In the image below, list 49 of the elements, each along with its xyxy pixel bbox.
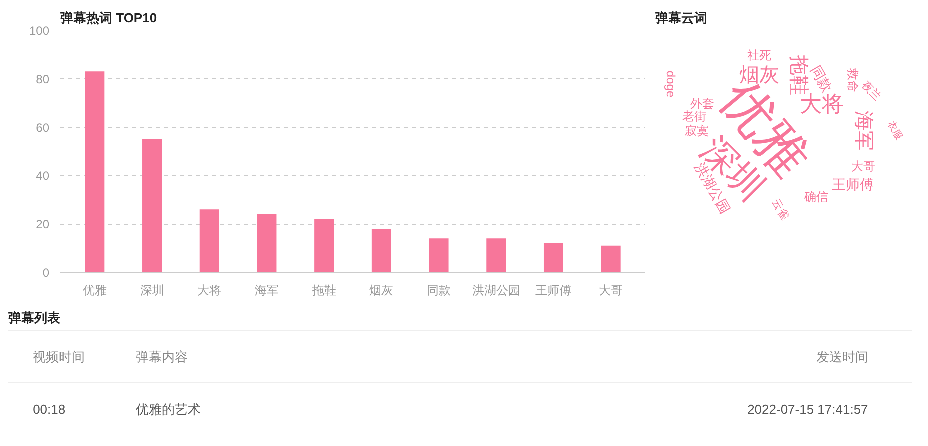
text: 00:18 [33, 402, 66, 417]
text: 视频时间 [33, 349, 86, 364]
category-label: 大哥 [852, 160, 876, 174]
x-tick-label: 拖鞋 [311, 284, 336, 298]
x-tick-label: 洪湖公园 [472, 284, 520, 298]
category-label: 寂寞 [685, 124, 710, 138]
x-tick-label: 大将 [198, 284, 222, 298]
x-tick-label: 海军 [254, 284, 279, 298]
x-tick-label: 王师傅 [536, 284, 572, 298]
bar [257, 214, 277, 272]
bar [314, 219, 334, 272]
bar [85, 72, 105, 272]
y-tick-label: 60 [36, 120, 50, 135]
bar [200, 210, 220, 272]
text: 弹幕列表 [8, 310, 62, 326]
category-label: doge [664, 70, 678, 98]
text: 2022-07-15 17:41:57 [748, 402, 868, 417]
bar [601, 246, 621, 272]
category-label: 救命 [846, 68, 860, 93]
category-label: 外套 [690, 96, 714, 111]
x-tick-label: 烟灰 [370, 284, 394, 298]
y-tick-label: 40 [36, 169, 50, 184]
x-tick-label: 深圳 [140, 284, 164, 298]
x-tick-label: 大哥 [599, 284, 624, 298]
bar [486, 238, 506, 272]
x-tick-label: 优雅 [82, 284, 107, 298]
category-label: 老街 [682, 110, 706, 124]
category-label: 衣服 [884, 118, 906, 142]
category-label: 云雀 [770, 196, 792, 222]
category-label: 拖鞋 [788, 54, 810, 96]
category-label: 社死 [748, 48, 772, 63]
y-tick-label: 20 [36, 218, 50, 232]
category-label: 确信 [804, 190, 829, 204]
text: 优雅的艺术 [136, 402, 202, 417]
bar [142, 139, 162, 272]
y-tick-label: 100 [29, 24, 50, 38]
category-label: 夜兰 [859, 78, 884, 104]
bar [544, 243, 564, 272]
y-tick-label: 0 [42, 266, 50, 280]
chart-title: 弹幕热词 TOP10 [60, 10, 158, 26]
bar [372, 228, 392, 272]
x-tick-label: 同款 [427, 284, 452, 298]
text: 发送时间 [816, 349, 868, 364]
text: 弹幕云词 [656, 10, 708, 26]
text: 弹幕内容 [136, 349, 188, 364]
y-tick-label: 80 [36, 72, 50, 86]
category-label: 王师傅 [832, 176, 874, 193]
bar [429, 238, 449, 272]
category-label: 海军 [852, 110, 874, 151]
